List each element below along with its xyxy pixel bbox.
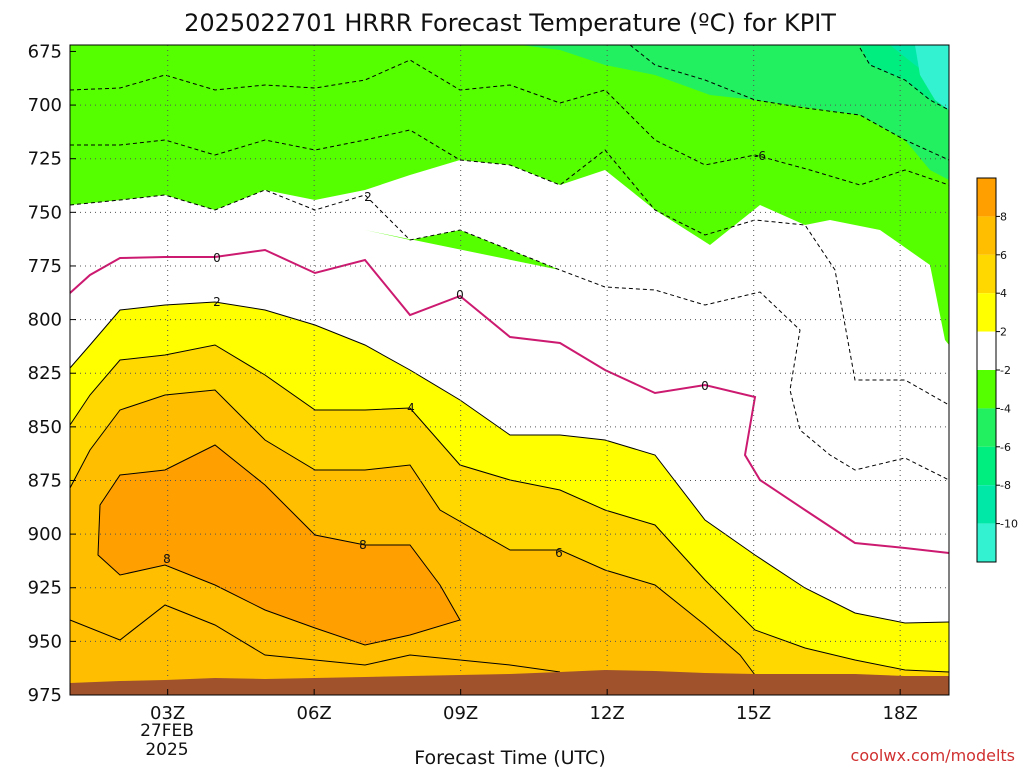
- contour-minus-8-line: [629, 44, 950, 161]
- chart-title: 2025022701 HRRR Forecast Temperature (ºC…: [184, 9, 836, 37]
- y-tick-label: 825: [28, 363, 62, 384]
- contour-minus-10-line: [859, 47, 950, 111]
- y-tick-label: 900: [28, 524, 62, 545]
- colorbar-band-minus-10-to-minus-8: [977, 485, 996, 524]
- colorbar-tick-label: -4: [1000, 402, 1011, 415]
- y-axis: 675 700 725 750 775 800 825 850 875 900 925 950 975: [28, 41, 76, 706]
- colorbar-tick-label: 6: [1000, 249, 1007, 262]
- colorbar-band-below-minus-10: [977, 523, 996, 562]
- y-tick-label: 700: [28, 95, 62, 116]
- y-tick-label: 675: [28, 41, 62, 62]
- band-minus-2-to-minus-4: [70, 45, 949, 345]
- colorbar-tick-label: 2: [1000, 326, 1007, 339]
- y-tick-label: 750: [28, 202, 62, 223]
- colorbar-band-2-to-4: [977, 293, 996, 332]
- x-tick-label: 09Z: [443, 703, 478, 724]
- band-8-to-10: [98, 445, 460, 645]
- contour-6-line: [69, 389, 756, 676]
- x-tick-label: 18Z: [883, 703, 918, 724]
- colorbar-tick-label: -10: [1000, 518, 1018, 531]
- contour-6-lower-line: [69, 604, 561, 673]
- contour-4-line: [69, 344, 950, 673]
- y-tick-label: 950: [28, 631, 62, 652]
- contour-label: -6: [754, 149, 766, 163]
- contour-label: 6: [555, 546, 563, 560]
- x-tick-label: 06Z: [297, 703, 332, 724]
- x-tick-label: 03Z: [150, 703, 185, 724]
- contour-label: 0: [456, 288, 464, 302]
- x-date-line-2: 2025: [145, 740, 188, 760]
- plot-frame: [69, 44, 950, 696]
- band-6-to-8: [70, 390, 755, 690]
- contour-label: 0: [213, 251, 221, 265]
- colorbar-band-minus-2-to-2: [977, 331, 996, 370]
- colorbar-band-minus-6-to-minus-4: [977, 408, 996, 447]
- x-axis-label: Forecast Time (UTC): [414, 747, 605, 768]
- credit-text: coolwx.com/modelts: [851, 746, 1015, 765]
- colorbar-tick-label: -6: [1000, 441, 1011, 454]
- contour-0-line: [69, 248, 950, 554]
- colorbar-band-minus-8-to-minus-6: [977, 446, 996, 486]
- y-tick-label: 975: [28, 685, 62, 706]
- contour-labels: 2 0 2 0 0 4 8 8 6 -6: [163, 149, 766, 566]
- x-tick-label: 12Z: [590, 703, 625, 724]
- plot-area: [69, 44, 950, 696]
- contour-minus-6-line: [69, 59, 950, 186]
- contour-label: 8: [359, 538, 367, 552]
- grid-lines: [70, 45, 949, 695]
- colorbar-band-minus-4-to-minus-2: [977, 370, 996, 409]
- y-tick-label: 725: [28, 149, 62, 170]
- contour-2-warm-line: [69, 301, 950, 624]
- contour-label: 2: [364, 190, 372, 204]
- contour-label: 0: [701, 379, 709, 393]
- contour-label: 8: [163, 552, 171, 566]
- contour-label: 4: [407, 401, 415, 415]
- y-tick-label: 800: [28, 310, 62, 331]
- colorbar-tick-label: 8: [1000, 210, 1007, 223]
- y-tick-label: 850: [28, 417, 62, 438]
- colorbar-tick-label: 4: [1000, 287, 1007, 300]
- colorbar-band-8-to-10: [977, 178, 996, 217]
- contour-lines: [69, 44, 950, 676]
- band-minus-4-to-minus-6: [70, 45, 949, 180]
- y-tick-label: 875: [28, 470, 62, 491]
- colorbar-tick-label: -2: [1000, 364, 1011, 377]
- colorbar: 8 6 4 2 -2 -4 -6 -8 -10: [976, 177, 1018, 563]
- contour-minus-4-line: [70, 129, 950, 406]
- x-axis: 03Z 06Z 09Z 12Z 15Z 18Z: [150, 689, 918, 724]
- colorbar-tick-label: -8: [1000, 479, 1011, 492]
- y-tick-label: 775: [28, 256, 62, 277]
- x-date-line-1: 27FEB: [140, 721, 194, 741]
- y-tick-label: 925: [28, 578, 62, 599]
- contour-label: 2: [213, 295, 221, 309]
- x-tick-label: 15Z: [736, 703, 771, 724]
- terrain-surface: [70, 670, 949, 695]
- colorbar-band-4-to-6: [977, 254, 996, 294]
- colorbar-band-6-to-8: [977, 216, 996, 255]
- contour-2-cold-line: [69, 189, 950, 481]
- contour-8-line: [97, 444, 461, 646]
- band-below-minus-10: [915, 45, 949, 110]
